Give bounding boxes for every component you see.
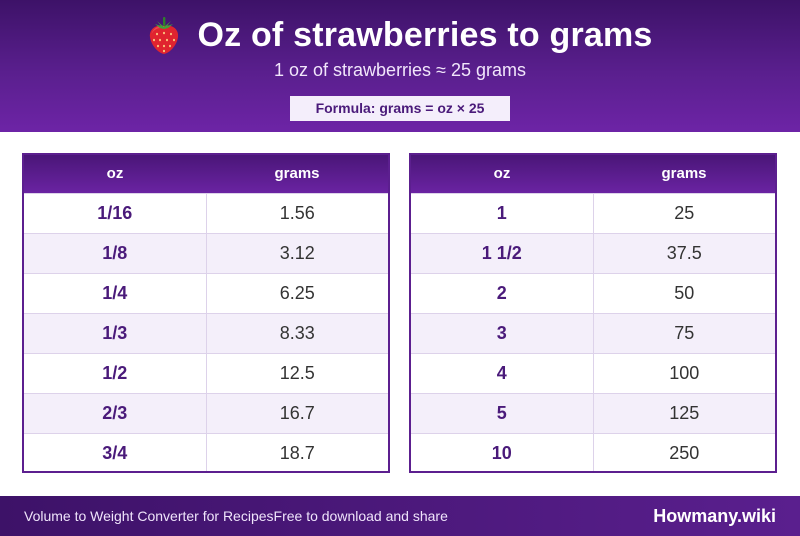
footer-bar: Volume to Weight Converter for RecipesFr…	[0, 496, 800, 536]
oz-cell: 1/8	[24, 232, 206, 273]
table-row: 1/2 12.5	[24, 352, 388, 393]
table-row: 1/16 1.56	[24, 192, 388, 233]
table-header-row: oz grams	[24, 155, 388, 193]
oz-cell: 10	[411, 432, 593, 471]
oz-cell: 3	[411, 312, 593, 353]
column-header-oz: oz	[493, 165, 511, 183]
table-row: 10 250	[411, 432, 775, 471]
table-row: 2 50	[411, 272, 775, 313]
oz-cell: 1 1/2	[411, 232, 593, 273]
table-row: 1/3 8.33	[24, 312, 388, 353]
grams-cell: 250	[592, 432, 775, 471]
oz-cell: 3/4	[24, 432, 206, 471]
grams-cell: 50	[592, 272, 775, 313]
grams-cell: 18.7	[205, 432, 388, 471]
table-row: 2/3 16.7	[24, 392, 388, 433]
footer-tagline: Volume to Weight Converter for RecipesFr…	[24, 496, 448, 536]
table-row: 1 1/2 37.5	[411, 232, 775, 273]
grams-cell: 1.56	[205, 192, 388, 233]
header-banner: Oz of strawberries to grams 1 oz of stra…	[0, 0, 800, 132]
oz-cell: 5	[411, 392, 593, 433]
column-header-oz: oz	[106, 165, 124, 183]
strawberry-icon	[150, 17, 179, 54]
table-row: 3/4 18.7	[24, 432, 388, 471]
oz-cell: 1/4	[24, 272, 206, 313]
grams-cell: 6.25	[205, 272, 388, 313]
oz-cell: 1/16	[24, 192, 206, 233]
conversion-table: oz grams 1/16 1.56 1/8 3.12 1/4 6.25 1/3…	[24, 155, 388, 471]
footer-converter-text: Volume to Weight Converter for Recipes	[24, 508, 274, 524]
conversion-table: oz grams 1 25 1 1/2 37.5 2 50 3 75 4	[411, 155, 775, 471]
oz-cell: 1/2	[24, 352, 206, 393]
conversion-subtitle: 1 oz of strawberries ≈ 25 grams	[274, 60, 526, 80]
grams-cell: 8.33	[205, 312, 388, 353]
oz-cell: 1	[411, 192, 593, 233]
brand-logo-text[interactable]: Howmany.wiki	[653, 506, 776, 526]
table-row: 3 75	[411, 312, 775, 353]
page-title: Oz of strawberries to grams	[197, 15, 653, 54]
column-header-grams: grams	[274, 165, 320, 183]
grams-cell: 12.5	[205, 352, 388, 393]
footer-share-text: Free to download and share	[273, 508, 448, 524]
oz-cell: 2/3	[24, 392, 206, 433]
conversion-table-small: oz grams 1/16 1.56 1/8 3.12 1/4 6.25 1/3…	[22, 153, 390, 473]
column-header-grams: grams	[661, 165, 707, 183]
oz-cell: 4	[411, 352, 593, 393]
table-row: 5 125	[411, 392, 775, 433]
grams-cell: 3.12	[205, 232, 388, 273]
grams-cell: 125	[592, 392, 775, 433]
grams-cell: 100	[592, 352, 775, 393]
grams-cell: 75	[592, 312, 775, 353]
table-row: 1/8 3.12	[24, 232, 388, 273]
conversion-table-large: oz grams 1 25 1 1/2 37.5 2 50 3 75 4	[409, 153, 777, 473]
title-row: Oz of strawberries to grams	[0, 13, 800, 57]
formula-badge: Formula: grams = oz × 25	[290, 96, 510, 121]
grams-cell: 25	[592, 192, 775, 233]
grams-cell: 37.5	[592, 232, 775, 273]
grams-cell: 16.7	[205, 392, 388, 433]
oz-cell: 1/3	[24, 312, 206, 353]
table-row: 4 100	[411, 352, 775, 393]
table-header-row: oz grams	[411, 155, 775, 193]
oz-cell: 2	[411, 272, 593, 313]
table-row: 1/4 6.25	[24, 272, 388, 313]
table-row: 1 25	[411, 192, 775, 233]
